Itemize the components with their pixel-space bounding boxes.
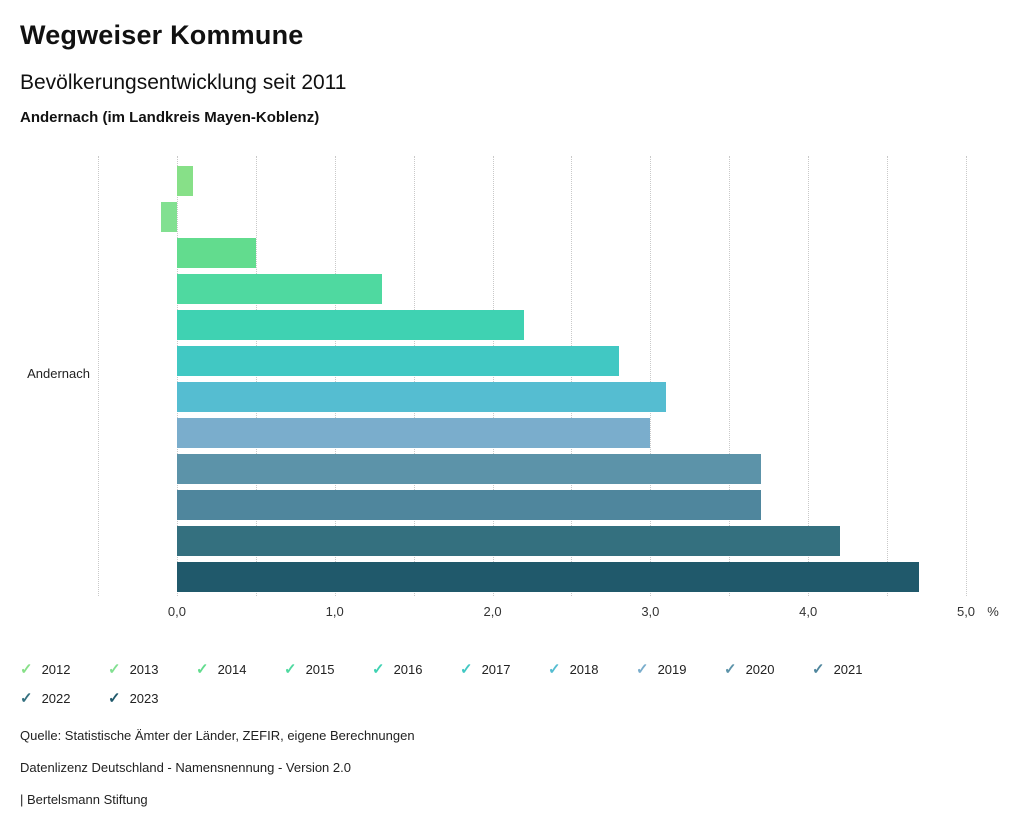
legend-item-2015[interactable]: ✓ 2015 — [284, 662, 372, 677]
gridline — [334, 156, 336, 596]
gridline — [650, 156, 652, 596]
check-icon: ✓ — [284, 661, 297, 678]
x-tick-label: 0,0 — [167, 604, 186, 619]
bar-2013[interactable] — [161, 202, 177, 232]
legend-label: 2012 — [41, 662, 71, 677]
chart-legend: ✓ 2012 ✓ 2013 ✓ 2014 ✓ 2015 ✓ 2016 ✓ 2017 ✓ 2018 ✓ 2019… — [20, 662, 920, 706]
check-icon: ✓ — [108, 661, 121, 678]
check-icon: ✓ — [108, 690, 121, 707]
legend-item-2021[interactable]: ✓ 2021 — [812, 662, 900, 677]
gridline — [176, 156, 178, 596]
check-icon: ✓ — [20, 661, 33, 678]
bar-2016[interactable] — [176, 310, 525, 340]
legend-label: 2016 — [393, 662, 423, 677]
license-text: Datenlizenz Deutschland - Namensnennung … — [20, 760, 351, 775]
check-icon: ✓ — [636, 661, 649, 678]
legend-item-2018[interactable]: ✓ 2018 — [548, 662, 636, 677]
legend-item-2016[interactable]: ✓ 2016 — [372, 662, 460, 677]
bar-chart: Andernach % 0,0 1,0 2,0 3,0 4,0 5,0 — [20, 156, 1004, 622]
gridline — [729, 156, 731, 596]
legend-item-2014[interactable]: ✓ 2014 — [196, 662, 284, 677]
check-icon: ✓ — [460, 661, 473, 678]
category-label: Andernach — [27, 366, 90, 381]
legend-label: 2022 — [41, 691, 71, 706]
legend-item-2020[interactable]: ✓ 2020 — [724, 662, 812, 677]
check-icon: ✓ — [548, 661, 561, 678]
legend-item-2023[interactable]: ✓ 2023 — [108, 691, 196, 706]
legend-label: 2018 — [569, 662, 599, 677]
legend-item-2017[interactable]: ✓ 2017 — [460, 662, 548, 677]
x-tick-label: 3,0 — [641, 604, 660, 619]
gridline — [887, 156, 889, 596]
bar-2023[interactable] — [176, 562, 919, 592]
x-tick-label: 5,0 — [956, 604, 976, 619]
bar-2017[interactable] — [176, 346, 619, 376]
gridline — [413, 156, 415, 596]
legend-item-2022[interactable]: ✓ 2022 — [20, 691, 108, 706]
gridline — [808, 156, 810, 596]
bar-2020[interactable] — [176, 454, 761, 484]
region-subtitle: Andernach (im Landkreis Mayen-Koblenz) — [20, 109, 320, 126]
source-text: Quelle: Statistische Ämter der Länder, Z… — [20, 728, 415, 743]
gridline — [492, 156, 494, 596]
gridline — [255, 156, 257, 596]
bar-2021[interactable] — [176, 490, 761, 520]
bar-2012[interactable] — [176, 166, 193, 196]
check-icon: ✓ — [812, 661, 825, 678]
footer: Quelle: Statistische Ämter der Länder, Z… — [20, 728, 1004, 807]
legend-label: 2014 — [217, 662, 247, 677]
check-icon: ✓ — [372, 661, 385, 678]
gridline — [571, 156, 573, 596]
bar-2022[interactable] — [176, 526, 840, 556]
x-tick-label: 2,0 — [483, 604, 502, 619]
x-tick-label: 4,0 — [799, 604, 818, 619]
check-icon: ✓ — [196, 661, 209, 678]
bar-2019[interactable] — [176, 418, 651, 448]
bar-2015[interactable] — [176, 274, 383, 304]
bar-2014[interactable] — [176, 238, 256, 268]
legend-label: 2020 — [745, 662, 775, 677]
check-icon: ✓ — [724, 661, 737, 678]
x-tick-label: 1,0 — [325, 604, 344, 619]
chart-title: Bevölkerungsentwicklung seit 2011 — [20, 71, 347, 94]
legend-label: 2015 — [305, 662, 335, 677]
legend-item-2019[interactable]: ✓ 2019 — [636, 662, 724, 677]
legend-item-2012[interactable]: ✓ 2012 — [20, 662, 108, 677]
legend-label: 2019 — [657, 662, 687, 677]
legend-label: 2021 — [833, 662, 863, 677]
bar-2018[interactable] — [176, 382, 667, 412]
page-title: Wegweiser Kommune — [20, 20, 304, 50]
chart-plot — [98, 156, 967, 596]
check-icon: ✓ — [20, 690, 33, 707]
legend-label: 2017 — [481, 662, 511, 677]
x-axis: % 0,0 1,0 2,0 3,0 4,0 5,0 — [98, 604, 999, 622]
gridline — [966, 156, 967, 596]
gridline — [98, 156, 99, 596]
x-axis-unit-label: % — [987, 604, 999, 619]
legend-item-2013[interactable]: ✓ 2013 — [108, 662, 196, 677]
brand-text: | Bertelsmann Stiftung — [20, 792, 148, 807]
legend-label: 2023 — [129, 691, 159, 706]
legend-label: 2013 — [129, 662, 159, 677]
